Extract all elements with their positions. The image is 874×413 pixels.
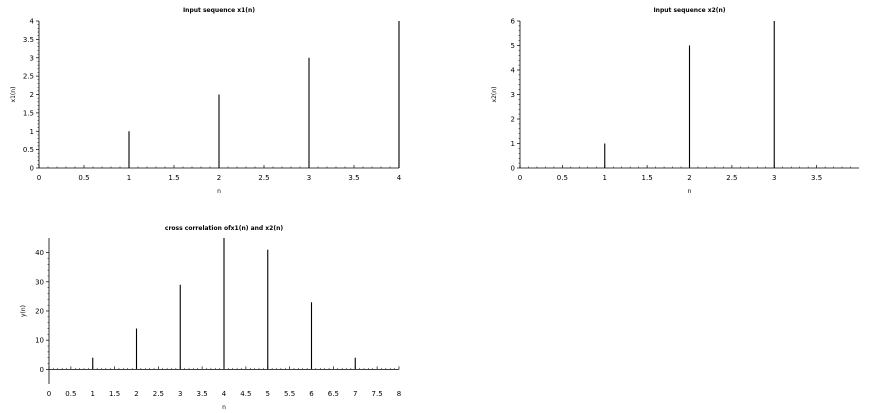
y-tick-label: 0: [30, 165, 34, 173]
x-tick-label: 3: [178, 390, 182, 398]
y-axis-label: x1(n): [10, 87, 17, 103]
x-tick-label: 0.5: [557, 174, 568, 182]
x-tick-label: 3: [307, 174, 311, 182]
x-tick-label: 3: [772, 174, 776, 182]
x-tick-label: 0: [518, 174, 522, 182]
y-tick-label: 2: [511, 116, 515, 124]
x-tick-label: 1: [127, 174, 131, 182]
y-axis-label: x2(n): [491, 87, 498, 103]
y-axis-label: y(n): [20, 305, 27, 317]
x-tick-label: 2.5: [258, 174, 269, 182]
y-tick-label: 2.5: [23, 73, 34, 81]
y-tick-label: 4: [30, 18, 35, 26]
x-tick-label: 7: [353, 390, 357, 398]
x-tick-label: 5.5: [284, 390, 295, 398]
chart-x1: Input sequence x1(n) 0 0.5 1 1.5 2 2.5 3 3.5 4 0 0.…: [10, 7, 402, 195]
x-tick-label: 4: [397, 174, 402, 182]
x-tick-label: 2.5: [153, 390, 164, 398]
x-axis-label: n: [688, 188, 692, 195]
x-tick-label: 3.5: [348, 174, 359, 182]
y-tick-label: 3: [30, 54, 34, 62]
y-tick-label: 0: [40, 366, 44, 374]
x-tick-label: 1.5: [642, 174, 653, 182]
x-tick-label: 0: [37, 174, 41, 182]
y-tick-label: 0.5: [23, 146, 34, 154]
chart-x2: Input sequence x2(n) 0 1 2 3 4 5 6 0 0.5 1 1.5 2 2.5 3…: [491, 7, 859, 195]
x-axis-label: n: [222, 404, 226, 411]
y-tick-label: 4: [511, 67, 516, 75]
x-tick-label: 5: [266, 390, 270, 398]
y-tick-label: 2: [30, 91, 34, 99]
y-tick-label: 5: [511, 42, 515, 50]
y-tick-label: 1: [30, 128, 34, 136]
x-tick-label: 7.5: [372, 390, 383, 398]
x-tick-label: 0.5: [78, 174, 89, 182]
y-tick-label: 1: [511, 140, 515, 148]
chart-title: Input sequence x1(n): [183, 7, 255, 14]
x-tick-label: 8: [397, 390, 401, 398]
x-tick-label: 2: [134, 390, 138, 398]
x-tick-label: 3.5: [197, 390, 208, 398]
y-tick-label: 3: [511, 91, 515, 99]
chart-title: cross correlation ofx1(n) and x2(n): [165, 225, 283, 232]
y-tick-label: 1.5: [23, 109, 34, 117]
x-tick-label: 1.5: [109, 390, 120, 398]
x-tick-label: 0: [47, 390, 51, 398]
x-tick-label: 1: [91, 390, 95, 398]
x-tick-label: 3.5: [811, 174, 822, 182]
y-tick-label: 40: [35, 249, 44, 257]
chart-xcorr: cross correlation ofx1(n) and x2(n)01020…: [20, 225, 401, 411]
x-tick-label: 2.5: [726, 174, 737, 182]
chart-title: Input sequence x2(n): [653, 7, 725, 14]
x-tick-label: 2: [687, 174, 691, 182]
x-tick-label: 6.5: [328, 390, 339, 398]
y-tick-label: 20: [35, 308, 44, 316]
x-tick-label: 1.5: [168, 174, 179, 182]
y-tick-label: 30: [35, 278, 44, 286]
x-tick-label: 1: [603, 174, 607, 182]
x-axis-label: n: [217, 188, 221, 195]
x-tick-label: 6: [309, 390, 314, 398]
y-tick-label: 3.5: [23, 36, 34, 44]
y-tick-label: 10: [35, 337, 44, 345]
y-tick-label: 6: [511, 18, 516, 26]
x-tick-label: 2: [217, 174, 221, 182]
x-tick-label: 0.5: [65, 390, 76, 398]
x-tick-label: 4: [222, 390, 227, 398]
y-tick-label: 0: [511, 165, 515, 173]
x-tick-label: 4.5: [240, 390, 251, 398]
